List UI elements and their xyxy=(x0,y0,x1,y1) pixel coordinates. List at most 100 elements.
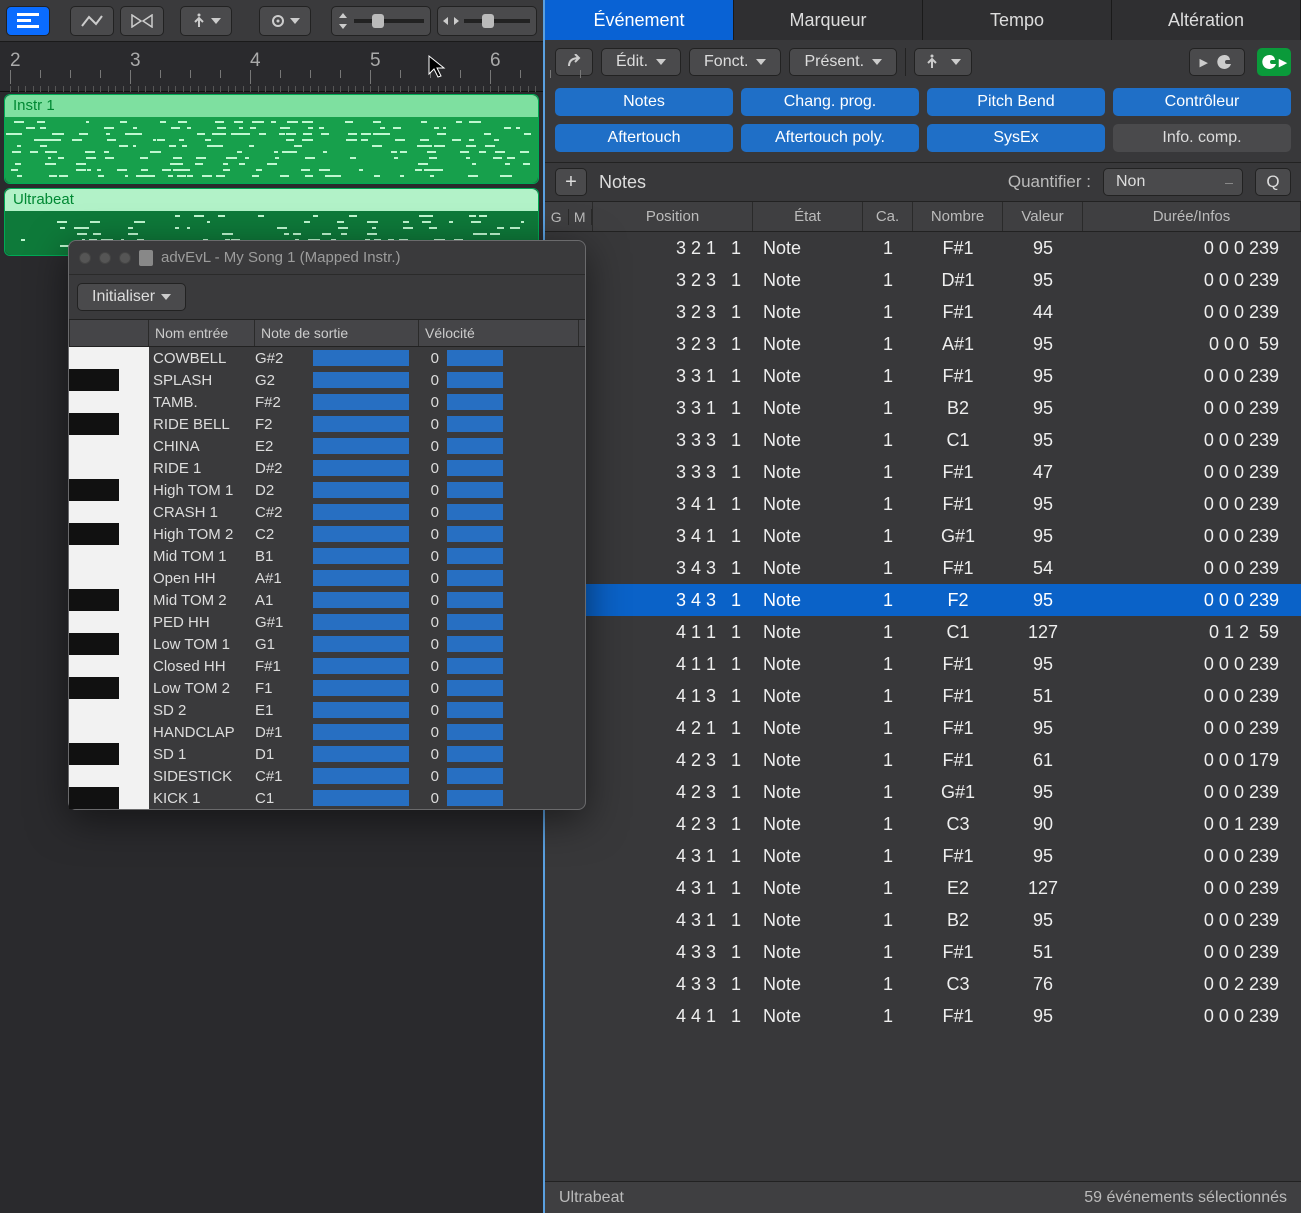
velocity-bar[interactable] xyxy=(447,658,503,674)
mapped-row[interactable]: COWBELL G#2 0 xyxy=(69,347,585,369)
catch-button[interactable] xyxy=(70,6,114,36)
event-row[interactable]: 3 4 3 1 Note 1 F#1 54 0 0 0 239 xyxy=(545,552,1301,584)
piano-key[interactable] xyxy=(69,567,149,589)
output-note[interactable]: F#1 xyxy=(255,658,313,675)
mapped-row[interactable]: CHINA E2 0 xyxy=(69,435,585,457)
cell-status[interactable]: Note xyxy=(753,942,863,963)
cell-number[interactable]: F#1 xyxy=(913,750,1003,771)
event-row[interactable]: 4 3 1 1 Note 1 F#1 95 0 0 0 239 xyxy=(545,840,1301,872)
cell-status[interactable]: Note xyxy=(753,1006,863,1027)
initialize-menu[interactable]: Initialiser xyxy=(77,283,186,311)
cell-position[interactable]: 4 3 1 1 xyxy=(593,846,753,867)
window-titlebar[interactable]: advEvL - My Song 1 (Mapped Instr.) xyxy=(69,241,585,275)
event-row[interactable]: 3 3 1 1 Note 1 F#1 95 0 0 0 239 xyxy=(545,360,1301,392)
output-note[interactable]: C#2 xyxy=(255,504,313,521)
filter-chang-prog-[interactable]: Chang. prog. xyxy=(741,88,919,116)
mapped-row[interactable]: High TOM 2 C2 0 xyxy=(69,523,585,545)
mapped-row[interactable]: Closed HH F#1 0 xyxy=(69,655,585,677)
cell-value[interactable]: 95 xyxy=(1003,590,1083,611)
cell-number[interactable]: C1 xyxy=(913,622,1003,643)
view-mode-button[interactable] xyxy=(6,6,50,36)
mapped-row[interactable]: SPLASH G2 0 xyxy=(69,369,585,391)
velocity-bar[interactable] xyxy=(447,614,503,630)
cell-duration[interactable]: 0 0 0 239 xyxy=(1083,846,1301,867)
cell-duration[interactable]: 0 0 2 239 xyxy=(1083,974,1301,995)
cell-number[interactable]: F#1 xyxy=(913,462,1003,483)
mapped-row[interactable]: KICK 1 C1 0 xyxy=(69,787,585,809)
cell-position[interactable]: 3 4 1 1 xyxy=(593,494,753,515)
velocity-bar[interactable] xyxy=(447,504,503,520)
cell-duration[interactable]: 0 0 0 239 xyxy=(1083,558,1301,579)
cell-status[interactable]: Note xyxy=(753,590,863,611)
hierarchy-up-button[interactable] xyxy=(555,48,593,76)
link-button[interactable] xyxy=(120,6,164,36)
output-note[interactable]: D2 xyxy=(255,482,313,499)
filter-contr-leur[interactable]: Contrôleur xyxy=(1113,88,1291,116)
filter-notes[interactable]: Notes xyxy=(555,88,733,116)
cell-number[interactable]: A#1 xyxy=(913,334,1003,355)
cell-value[interactable]: 95 xyxy=(1003,910,1083,931)
velocity-value[interactable]: 0 xyxy=(417,768,439,785)
velocity-value[interactable]: 0 xyxy=(417,724,439,741)
cell-channel[interactable]: 1 xyxy=(863,238,913,259)
vzoom-slider[interactable] xyxy=(331,6,431,36)
note-bar[interactable] xyxy=(313,724,409,740)
output-note[interactable]: A#1 xyxy=(255,570,313,587)
event-row[interactable]: 3 2 3 1 Note 1 F#1 44 0 0 0 239 xyxy=(545,296,1301,328)
mapped-row[interactable]: PED HH G#1 0 xyxy=(69,611,585,633)
velocity-value[interactable]: 0 xyxy=(417,746,439,763)
cell-number[interactable]: F#1 xyxy=(913,494,1003,515)
velocity-bar[interactable] xyxy=(447,438,503,454)
cell-number[interactable]: F#1 xyxy=(913,846,1003,867)
cell-value[interactable]: 51 xyxy=(1003,942,1083,963)
velocity-value[interactable]: 0 xyxy=(417,570,439,587)
velocity-value[interactable]: 0 xyxy=(417,350,439,367)
mapped-row[interactable]: SIDESTICK C#1 0 xyxy=(69,765,585,787)
event-row[interactable]: 3 2 3 1 Note 1 D#1 95 0 0 0 239 xyxy=(545,264,1301,296)
cell-value[interactable]: 90 xyxy=(1003,814,1083,835)
velocity-bar[interactable] xyxy=(447,416,503,432)
cell-number[interactable]: F#1 xyxy=(913,1006,1003,1027)
edit-menu[interactable]: Édit. xyxy=(601,48,681,76)
cell-position[interactable]: 3 3 3 1 xyxy=(593,462,753,483)
hzoom-slider[interactable] xyxy=(437,6,537,36)
event-row[interactable]: 3 3 3 1 Note 1 C1 95 0 0 0 239 xyxy=(545,424,1301,456)
cell-channel[interactable]: 1 xyxy=(863,622,913,643)
cell-value[interactable]: 95 xyxy=(1003,366,1083,387)
cell-duration[interactable]: 0 0 0 239 xyxy=(1083,590,1301,611)
view-menu[interactable]: Présent. xyxy=(789,48,897,76)
piano-key[interactable] xyxy=(69,743,149,765)
output-note[interactable]: D#1 xyxy=(255,724,313,741)
cell-channel[interactable]: 1 xyxy=(863,526,913,547)
palette-in-button[interactable]: ▶ xyxy=(1257,48,1291,76)
cell-channel[interactable]: 1 xyxy=(863,686,913,707)
cell-status[interactable]: Note xyxy=(753,526,863,547)
cell-value[interactable]: 95 xyxy=(1003,654,1083,675)
velocity-value[interactable]: 0 xyxy=(417,548,439,565)
min-dot[interactable] xyxy=(99,252,111,264)
velocity-value[interactable]: 0 xyxy=(417,592,439,609)
event-row[interactable]: 3 4 1 1 Note 1 F#1 95 0 0 0 239 xyxy=(545,488,1301,520)
cell-position[interactable]: 3 2 3 1 xyxy=(593,302,753,323)
cell-status[interactable]: Note xyxy=(753,462,863,483)
note-bar[interactable] xyxy=(313,416,409,432)
note-bar[interactable] xyxy=(313,350,409,366)
event-row[interactable]: 3 3 1 1 Note 1 B2 95 0 0 0 239 xyxy=(545,392,1301,424)
piano-key[interactable] xyxy=(69,435,149,457)
cell-status[interactable]: Note xyxy=(753,878,863,899)
event-rows[interactable]: 3 2 1 1 Note 1 F#1 95 0 0 0 239 3 2 3 1 … xyxy=(545,232,1301,1181)
cell-number[interactable]: F#1 xyxy=(913,558,1003,579)
note-bar[interactable] xyxy=(313,592,409,608)
cell-position[interactable]: 3 3 3 1 xyxy=(593,430,753,451)
mapped-row[interactable]: Open HH A#1 0 xyxy=(69,567,585,589)
cell-value[interactable]: 51 xyxy=(1003,686,1083,707)
event-row[interactable]: 4 3 3 1 Note 1 F#1 51 0 0 0 239 xyxy=(545,936,1301,968)
event-row[interactable]: 4 2 3 1 Note 1 G#1 95 0 0 0 239 xyxy=(545,776,1301,808)
cell-duration[interactable]: 0 0 0 239 xyxy=(1083,910,1301,931)
cell-value[interactable]: 95 xyxy=(1003,334,1083,355)
mapped-row[interactable]: RIDE 1 D#2 0 xyxy=(69,457,585,479)
output-note[interactable]: C#1 xyxy=(255,768,313,785)
cell-channel[interactable]: 1 xyxy=(863,398,913,419)
output-note[interactable]: F1 xyxy=(255,680,313,697)
event-row[interactable]: 4 1 1 1 Note 1 C1 127 0 1 2 59 xyxy=(545,616,1301,648)
